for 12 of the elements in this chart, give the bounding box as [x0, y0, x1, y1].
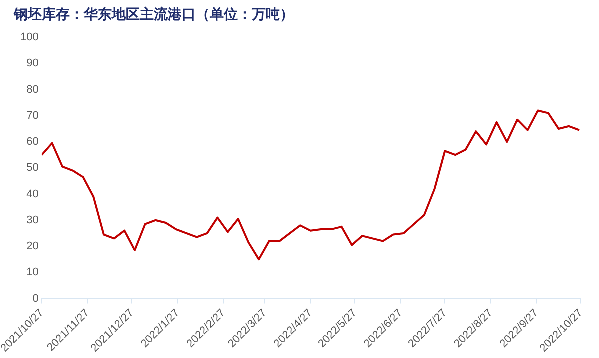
- y-tick-label: 40: [26, 188, 39, 200]
- y-tick-label: 30: [26, 214, 39, 226]
- y-tick-label: 50: [26, 162, 39, 174]
- y-tick-label: 70: [26, 110, 39, 122]
- y-tick-label: 100: [20, 32, 39, 44]
- y-tick-label: 90: [26, 58, 39, 70]
- y-tick-label: 60: [26, 136, 39, 148]
- y-tick-label: 0: [32, 292, 39, 305]
- chart-title: 钢坯库存：华东地区主流港口（单位：万吨）: [14, 6, 294, 24]
- y-tick-label: 80: [26, 84, 39, 96]
- y-tick-label: 20: [26, 240, 39, 253]
- y-tick-label: 10: [26, 266, 39, 279]
